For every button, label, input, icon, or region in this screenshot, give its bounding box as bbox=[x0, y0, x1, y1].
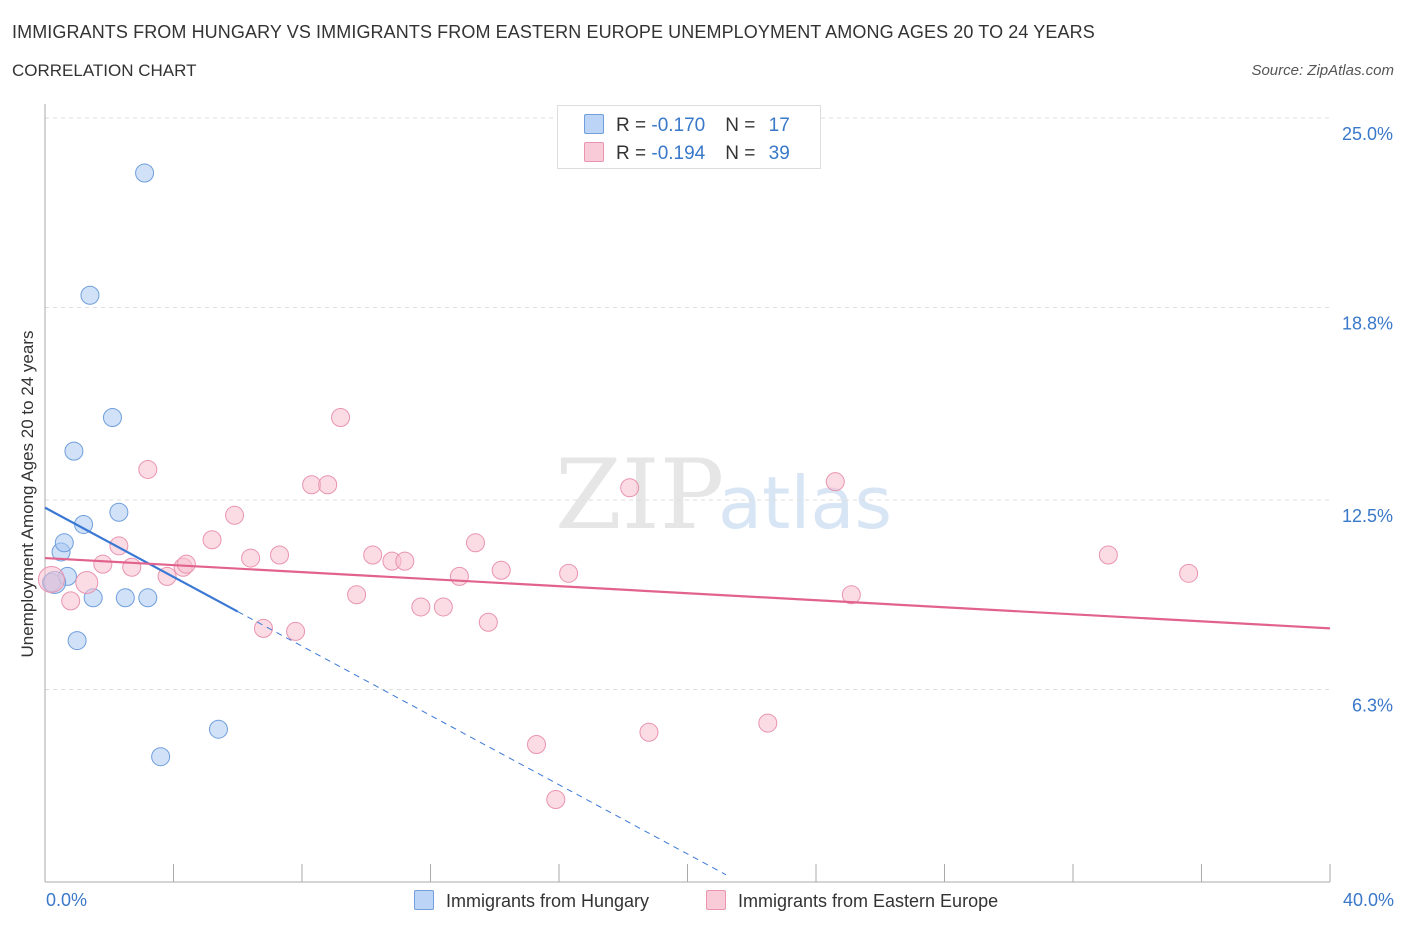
y-tick-label: 25.0% bbox=[1342, 124, 1393, 144]
data-point-eastern bbox=[122, 557, 142, 577]
data-point-eastern bbox=[411, 597, 431, 617]
legend-n-label-hungary: N = bbox=[725, 115, 761, 136]
watermark-atlas: atlas bbox=[718, 461, 892, 545]
data-point-hungary bbox=[115, 588, 135, 608]
data-point-eastern bbox=[61, 591, 81, 611]
legend-n-value-hungary: 17 bbox=[768, 115, 790, 136]
legend-n-value-eastern: 39 bbox=[768, 143, 790, 164]
data-point-eastern bbox=[286, 621, 306, 641]
data-point-eastern bbox=[176, 554, 196, 574]
y-tick-label: 6.3% bbox=[1352, 695, 1393, 715]
legend-r-label-eastern: R = bbox=[616, 143, 652, 164]
legend-r-value-eastern: -0.194 bbox=[651, 143, 706, 164]
data-point-eastern bbox=[253, 618, 273, 638]
chart-subtitle: CORRELATION CHART bbox=[12, 61, 197, 80]
legend-r-value-hungary: -0.170 bbox=[651, 115, 706, 136]
data-point-eastern bbox=[347, 585, 367, 605]
data-point-eastern bbox=[491, 560, 511, 580]
data-point-eastern bbox=[363, 545, 383, 565]
bottom-legend-hungary: Immigrants from Hungary bbox=[414, 890, 649, 912]
data-point-eastern bbox=[478, 612, 498, 632]
data-point-eastern bbox=[465, 533, 485, 553]
x-tick-label-max: 40.0% bbox=[1342, 890, 1394, 910]
legend-swatch-hungary bbox=[584, 114, 604, 134]
data-point-eastern bbox=[138, 459, 158, 479]
data-point-eastern bbox=[1098, 545, 1118, 565]
y-tick-label: 12.5% bbox=[1342, 506, 1393, 526]
data-point-eastern bbox=[639, 722, 659, 742]
data-point-eastern bbox=[225, 505, 245, 525]
data-point-eastern bbox=[75, 571, 99, 595]
data-point-eastern bbox=[395, 551, 415, 571]
data-point-hungary bbox=[64, 441, 84, 461]
bottom-legend-label-hungary: Immigrants from Hungary bbox=[446, 891, 650, 911]
bottom-legend-swatch-eastern bbox=[706, 890, 726, 910]
bottom-legend-eastern: Immigrants from Eastern Europe bbox=[706, 890, 998, 912]
data-point-eastern bbox=[241, 548, 261, 568]
data-point-hungary bbox=[109, 502, 129, 522]
y-tick-label: 18.8% bbox=[1342, 313, 1393, 333]
watermark-zip: ZIP bbox=[555, 439, 724, 551]
data-point-eastern bbox=[109, 536, 129, 556]
source-credit: Source: ZipAtlas.com bbox=[1251, 62, 1394, 79]
data-point-hungary bbox=[151, 747, 171, 767]
data-point-eastern bbox=[841, 585, 861, 605]
data-point-hungary bbox=[208, 719, 228, 739]
legend-swatch-eastern bbox=[584, 142, 604, 162]
data-point-eastern bbox=[318, 475, 338, 495]
data-point-eastern bbox=[270, 545, 290, 565]
data-point-eastern bbox=[1179, 563, 1199, 583]
data-point-eastern bbox=[449, 566, 469, 586]
legend-row-hungary: R = -0.170 N = 17 bbox=[584, 114, 790, 136]
trend-line-eastern bbox=[44, 556, 1331, 630]
legend-row-eastern: R = -0.194 N = 39 bbox=[584, 142, 790, 164]
data-point-eastern bbox=[37, 565, 65, 593]
data-point-eastern bbox=[93, 554, 113, 574]
data-point-hungary bbox=[80, 285, 100, 305]
trend-line-hungary bbox=[44, 506, 239, 613]
data-point-eastern bbox=[620, 478, 640, 498]
bottom-legend-swatch-hungary bbox=[414, 890, 434, 910]
data-point-eastern bbox=[546, 789, 566, 809]
data-point-hungary bbox=[54, 533, 74, 553]
data-point-hungary bbox=[138, 588, 158, 608]
correlation-legend: R = -0.170 N = 17 R = -0.194 N = 39 bbox=[557, 105, 821, 169]
bottom-legend-label-eastern: Immigrants from Eastern Europe bbox=[738, 891, 999, 911]
chart-title: IMMIGRANTS FROM HUNGARY VS IMMIGRANTS FR… bbox=[12, 22, 1095, 42]
data-point-eastern bbox=[331, 407, 351, 427]
data-point-eastern bbox=[527, 734, 547, 754]
legend-n-label-eastern: N = bbox=[725, 143, 761, 164]
data-point-hungary bbox=[67, 631, 87, 651]
data-point-hungary bbox=[102, 407, 122, 427]
data-point-hungary bbox=[135, 163, 155, 183]
data-point-eastern bbox=[758, 713, 778, 733]
x-tick-label-min: 0.0% bbox=[46, 890, 88, 910]
data-point-eastern bbox=[202, 530, 222, 550]
data-point-eastern bbox=[825, 472, 845, 492]
data-point-eastern bbox=[302, 475, 322, 495]
data-point-eastern bbox=[433, 597, 453, 617]
legend-r-label-hungary: R = bbox=[616, 115, 652, 136]
trend-line-extension-hungary bbox=[237, 611, 727, 876]
data-point-eastern bbox=[559, 563, 579, 583]
